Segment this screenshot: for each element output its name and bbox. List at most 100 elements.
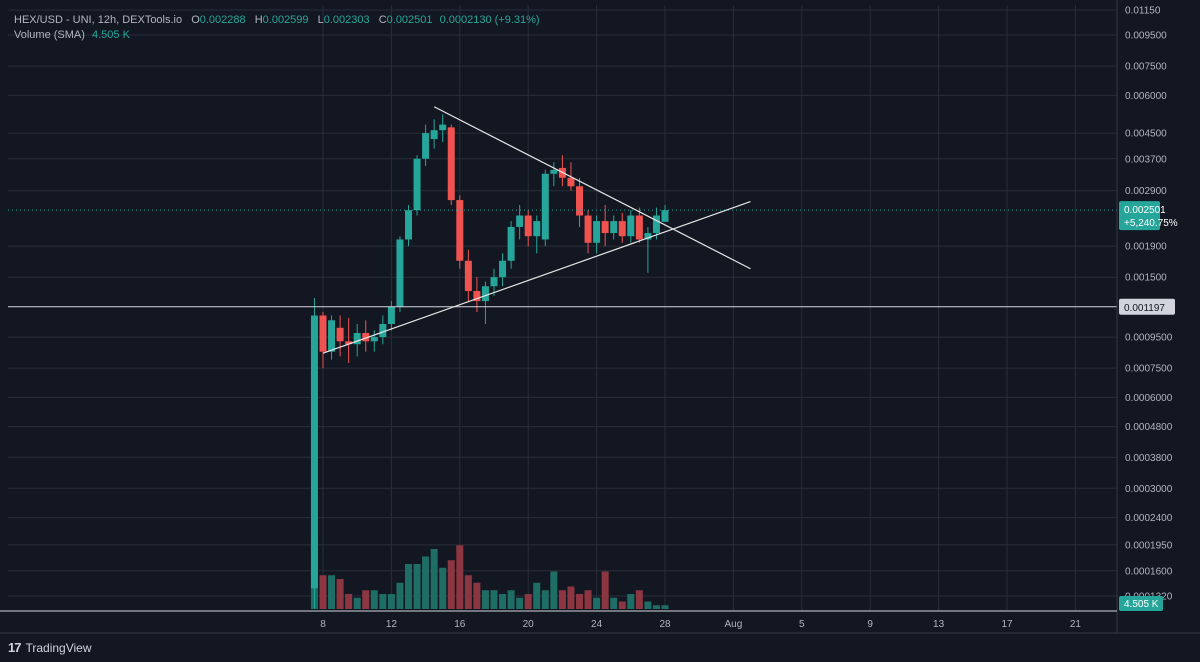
volume-bar xyxy=(601,571,609,609)
x-tick-label: 17 xyxy=(1001,619,1013,630)
x-tick-label: 12 xyxy=(386,619,398,630)
candle-body xyxy=(319,315,327,352)
candle-body xyxy=(584,215,592,243)
volume-bar xyxy=(541,590,549,609)
y-tick-label: 0.004500 xyxy=(1125,129,1167,140)
volume-bar xyxy=(567,586,575,609)
y-tick-label: 0.0004800 xyxy=(1125,422,1173,433)
candle-body xyxy=(379,323,387,338)
candle-body xyxy=(345,341,353,345)
volume-bar xyxy=(464,575,472,609)
volume-tag-value: 4.505 K xyxy=(1124,599,1159,610)
volume-bar xyxy=(319,575,327,609)
candle-body xyxy=(413,158,421,211)
candle-body xyxy=(464,260,472,292)
y-tick-label: 0.0001950 xyxy=(1125,540,1173,551)
trendlines[interactable] xyxy=(8,106,1117,354)
x-tick-label: 5 xyxy=(799,619,805,630)
candle-body xyxy=(627,215,635,237)
volume-bar xyxy=(405,564,412,609)
open-label: O xyxy=(191,14,200,26)
candle-body xyxy=(456,200,464,261)
y-tick-label: 0.001900 xyxy=(1125,242,1167,253)
volume-bar xyxy=(473,582,481,609)
candlestick-series xyxy=(310,114,669,609)
volume-bar xyxy=(593,597,601,609)
chart-grid xyxy=(8,5,1117,610)
volume-bar xyxy=(584,590,592,609)
candle-body xyxy=(576,186,583,216)
candle-body xyxy=(353,333,361,345)
change-value: 0.0002130 (+9.31%) xyxy=(439,14,540,26)
candle-body xyxy=(473,291,481,302)
y-tick-label: 0.0001600 xyxy=(1125,566,1173,577)
volume-bar xyxy=(447,560,455,609)
candle-body xyxy=(541,173,549,240)
high-label: H xyxy=(254,14,263,26)
volume-bar xyxy=(644,601,652,609)
volume-tag xyxy=(1119,596,1163,611)
volume-bar xyxy=(524,594,532,609)
volume-bar xyxy=(396,582,404,609)
trendline-lower[interactable] xyxy=(322,200,751,354)
candle-body xyxy=(370,337,378,342)
candle-body xyxy=(652,215,660,234)
candle-body xyxy=(490,277,498,287)
last-price-tag-value: 0.002501 xyxy=(1124,205,1166,216)
volume-bar xyxy=(422,556,430,609)
last-price-tag xyxy=(1119,201,1160,231)
volume-bar xyxy=(576,594,583,609)
tradingview-branding[interactable]: 17 TradingView xyxy=(8,640,92,655)
candle-body xyxy=(618,221,626,237)
candle-body xyxy=(644,233,652,240)
candle-body xyxy=(661,210,669,222)
high-value: 0.002599 xyxy=(262,14,309,26)
y-tick-label: 0.007500 xyxy=(1125,62,1167,73)
symbol-title[interactable]: HEX/USD - UNI, 12h, DEXTools.io xyxy=(14,14,183,26)
volume-bar xyxy=(507,590,515,609)
candle-body xyxy=(396,239,404,307)
candle-body xyxy=(336,327,344,342)
level-tag xyxy=(1119,298,1175,315)
close-value: 0.002501 xyxy=(386,14,433,26)
x-tick-label: 16 xyxy=(454,619,466,630)
candle-body xyxy=(328,320,336,352)
candle-body xyxy=(533,221,541,237)
candle-body xyxy=(610,221,618,234)
x-tick-label: 8 xyxy=(320,619,326,630)
candle-body xyxy=(310,315,318,589)
candle-body xyxy=(430,130,438,140)
x-tick-label: 9 xyxy=(867,619,873,630)
volume-bar xyxy=(652,605,660,609)
open-value: 0.002288 xyxy=(199,14,246,26)
candle-body xyxy=(601,221,609,234)
volume-bar xyxy=(387,594,395,609)
tradingview-logo-icon: 17 xyxy=(8,640,22,655)
volume-bar xyxy=(439,567,447,609)
x-tick-label: Aug xyxy=(725,619,743,630)
y-tick-label: 0.0006000 xyxy=(1125,393,1173,404)
last-price-tag-change: +5,240.75% xyxy=(1124,218,1178,229)
y-tick-label: 0.006000 xyxy=(1125,91,1167,102)
trendline-upper[interactable] xyxy=(433,106,751,270)
x-tick-label: 21 xyxy=(1070,619,1082,630)
volume-bar xyxy=(345,594,353,609)
volume-bar xyxy=(533,582,541,609)
candle-body xyxy=(481,286,489,302)
volume-bar xyxy=(336,579,344,609)
y-tick-label: 0.003700 xyxy=(1125,154,1167,165)
candle-body xyxy=(550,169,558,174)
price-tags: 0.002501 +5,240.75% 0.001197 4.505 K xyxy=(1119,201,1178,611)
volume-bar xyxy=(379,594,387,609)
volume-bar xyxy=(456,545,464,609)
volume-bar xyxy=(490,590,498,609)
volume-bar xyxy=(430,549,438,609)
volume-label[interactable]: Volume (SMA) xyxy=(14,29,85,41)
x-tick-label: 24 xyxy=(591,619,603,630)
candle-body xyxy=(507,226,515,261)
candle-body xyxy=(422,133,430,159)
level-tag-value: 0.001197 xyxy=(1124,303,1165,314)
volume-bar xyxy=(413,564,421,609)
